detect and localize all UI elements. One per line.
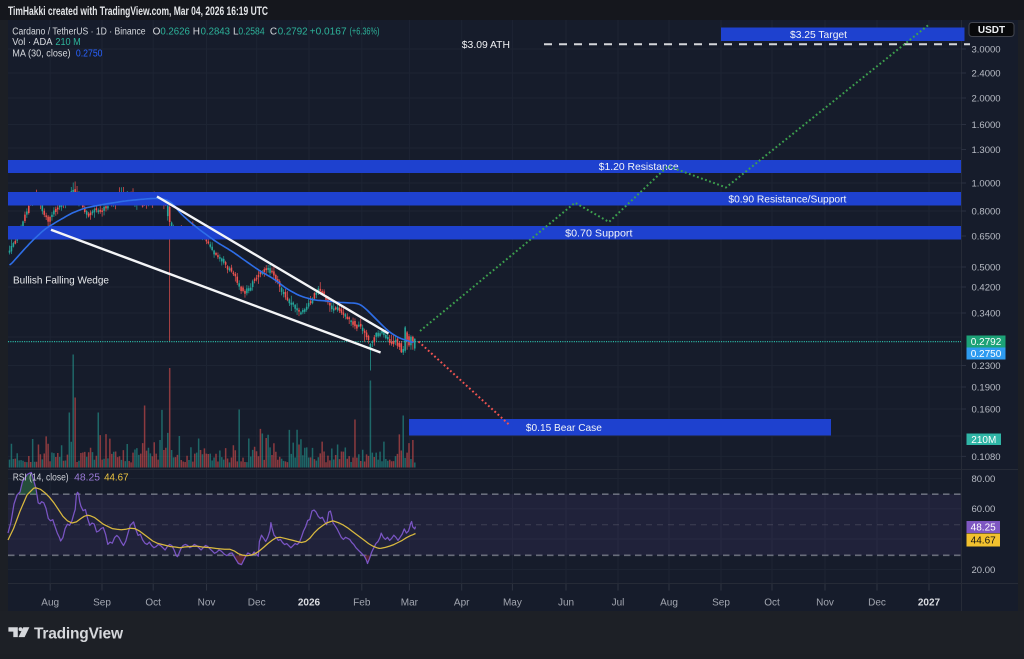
svg-text:3.0000: 3.0000 — [972, 44, 1001, 55]
svg-text:0.1900: 0.1900 — [972, 382, 1001, 393]
svg-text:48.25: 48.25 — [74, 473, 100, 484]
svg-text:0.2300: 0.2300 — [972, 361, 1001, 372]
svg-text:$3.25 Target: $3.25 Target — [790, 29, 847, 41]
svg-text:Vol · ADA: Vol · ADA — [12, 37, 52, 48]
svg-text:MA (30, close): MA (30, close) — [12, 48, 70, 59]
svg-text:1.0000: 1.0000 — [972, 178, 1001, 189]
svg-text:USDT: USDT — [978, 25, 1005, 36]
svg-text:Mar: Mar — [401, 598, 419, 609]
svg-text:+0.0167: +0.0167 — [310, 27, 347, 38]
svg-text:Oct: Oct — [145, 598, 161, 609]
svg-text:Oct: Oct — [764, 598, 780, 609]
svg-text:Sep: Sep — [93, 598, 111, 609]
svg-text:C: C — [270, 27, 277, 38]
svg-text:O: O — [153, 27, 161, 38]
svg-text:Apr: Apr — [454, 598, 470, 609]
svg-text:$0.15 Bear Case: $0.15 Bear Case — [526, 422, 602, 434]
svg-text:20.00: 20.00 — [972, 565, 996, 576]
svg-text:210 M: 210 M — [55, 37, 80, 48]
svg-text:44.67: 44.67 — [971, 536, 996, 547]
svg-text:0.1080: 0.1080 — [972, 452, 1001, 463]
svg-text:Nov: Nov — [198, 598, 216, 609]
svg-text:Jul: Jul — [612, 598, 625, 609]
svg-text:2.4000: 2.4000 — [972, 68, 1001, 79]
svg-text:0.3400: 0.3400 — [972, 308, 1001, 319]
svg-text:0.2584: 0.2584 — [238, 27, 265, 38]
svg-text:60.00: 60.00 — [972, 504, 996, 515]
svg-text:0.2750: 0.2750 — [76, 48, 103, 59]
svg-text:L: L — [233, 27, 239, 38]
svg-text:Aug: Aug — [660, 598, 678, 609]
svg-text:0.6500: 0.6500 — [972, 231, 1001, 242]
svg-text:$0.90 Resistance/Support: $0.90 Resistance/Support — [728, 193, 846, 205]
svg-text:2026: 2026 — [298, 598, 321, 609]
svg-text:$0.70 Support: $0.70 Support — [565, 227, 632, 239]
svg-text:Aug: Aug — [41, 598, 59, 609]
svg-text:0.2626: 0.2626 — [160, 27, 190, 38]
svg-text:Feb: Feb — [353, 598, 371, 609]
svg-text:0.8000: 0.8000 — [972, 206, 1001, 217]
svg-text:44.67: 44.67 — [104, 473, 129, 484]
svg-text:Dec: Dec — [248, 598, 266, 609]
svg-text:1.6000: 1.6000 — [972, 120, 1001, 131]
svg-text:Jun: Jun — [558, 598, 574, 609]
svg-text:0.2843: 0.2843 — [201, 27, 231, 38]
svg-text:RSI (14, close): RSI (14, close) — [13, 473, 69, 484]
svg-text:2.0000: 2.0000 — [972, 93, 1001, 104]
svg-text:0.2792: 0.2792 — [971, 337, 1002, 348]
svg-text:Nov: Nov — [816, 598, 834, 609]
svg-text:0.1600: 0.1600 — [972, 404, 1001, 415]
svg-text:0.4200: 0.4200 — [972, 282, 1001, 293]
svg-text:$1.20 Resistance: $1.20 Resistance — [599, 161, 679, 173]
svg-text:0.2792: 0.2792 — [278, 27, 308, 38]
svg-text:Sep: Sep — [712, 598, 730, 609]
svg-text:May: May — [503, 598, 522, 609]
svg-text:48.25: 48.25 — [971, 523, 996, 534]
svg-text:80.00: 80.00 — [972, 474, 996, 485]
svg-text:Cardano / TetherUS · 1D · Bina: Cardano / TetherUS · 1D · Binance — [12, 27, 146, 38]
svg-text:1.3000: 1.3000 — [972, 145, 1001, 156]
svg-text:H: H — [193, 27, 200, 38]
svg-text:0.2750: 0.2750 — [971, 349, 1002, 360]
svg-text:0.5000: 0.5000 — [972, 262, 1001, 273]
svg-text:2027: 2027 — [918, 598, 941, 609]
svg-text:$3.09 ATH: $3.09 ATH — [462, 39, 510, 51]
svg-text:210M: 210M — [971, 435, 996, 446]
svg-text:TimHakki created with TradingV: TimHakki created with TradingView.com, M… — [8, 4, 268, 18]
svg-text:Dec: Dec — [868, 598, 886, 609]
svg-text:Bullish Falling Wedge: Bullish Falling Wedge — [13, 275, 109, 287]
svg-text:TradingView: TradingView — [34, 625, 124, 642]
svg-text:(+6.36%): (+6.36%) — [350, 27, 380, 38]
